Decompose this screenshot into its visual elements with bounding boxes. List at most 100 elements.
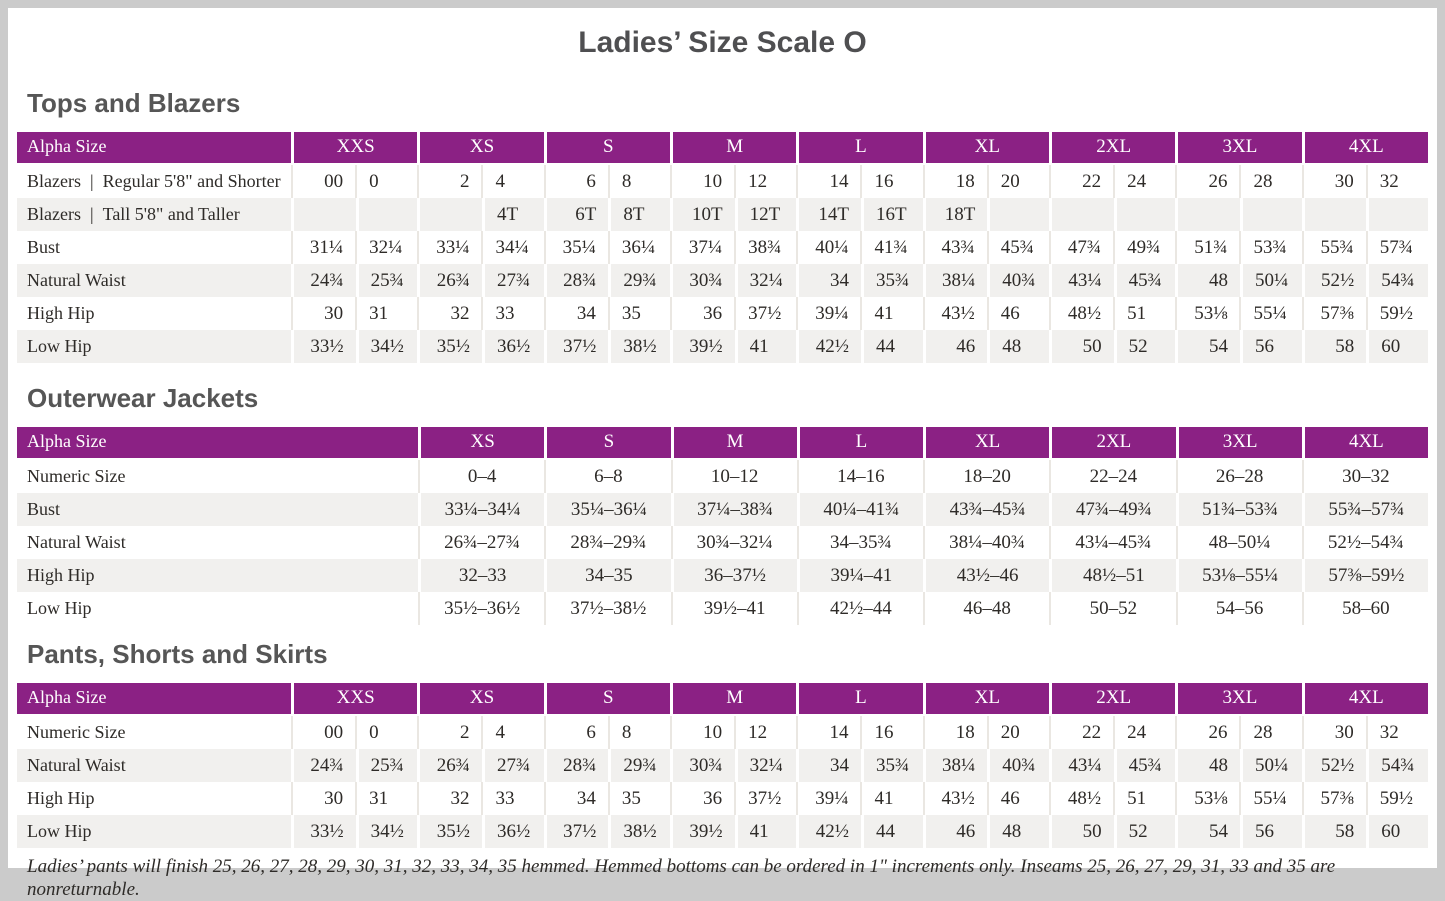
size-value: 40¾ (987, 264, 1049, 297)
alpha-size-header-cell: Alpha Size (17, 427, 418, 458)
size-value: 35 (607, 782, 670, 815)
size-cell-group: 47¾ 49¾ (1048, 231, 1175, 264)
size-cell-group: 00 0 (291, 716, 417, 749)
size-value: 48½–51 (1049, 559, 1176, 592)
size-cell-group: 30¾ 32¼ (669, 264, 797, 297)
size-cell-group: 37½ 38½ (543, 330, 670, 363)
size-table: Alpha Size XXS XS S M L XL 2XL 3XL 4XL Blazers | R… (17, 132, 1428, 363)
size-value: 10T (692, 204, 723, 225)
size-value (1113, 198, 1176, 231)
table-row: Natural Waist 26¾–27¾ 28¾–29¾ 30¾–32¼ 34–35¾… (17, 526, 1428, 559)
size-cell-group: 34 35¾ (796, 749, 923, 782)
size-table: Alpha Size XXS XS S M L XL 2XL 3XL 4XL Numeric Siz… (17, 683, 1428, 848)
size-header-cell: 3XL (1175, 132, 1302, 163)
size-value: 49¾ (1113, 231, 1175, 264)
size-value: 18 (955, 722, 975, 743)
tables-root: Tops and Blazers Alpha Size XXS XS S M L XL 2XL 3… (17, 86, 1428, 848)
size-value: 51¾–53¾ (1175, 493, 1302, 526)
size-value: 34–35 (544, 559, 671, 592)
size-value: 14T (818, 204, 849, 225)
size-cell-group (1301, 198, 1428, 231)
size-cell-group: 33½ 34½ (291, 815, 418, 848)
page: Ladies’ Size Scale O Tops and Blazers Alp… (8, 8, 1437, 900)
size-value: 6T (575, 204, 597, 225)
size-value: 29¾ (608, 264, 670, 297)
size-value: 30¾ (689, 270, 723, 291)
size-value: 59½ (1365, 297, 1428, 330)
row-label: Natural Waist (17, 749, 291, 782)
size-cell-group: 36 37½ (669, 782, 796, 815)
size-value: 30¾–32¼ (670, 526, 797, 559)
size-value: 56 (1239, 815, 1302, 848)
size-value: 33 (481, 297, 543, 330)
size-cell-group: 52½ 54¾ (1301, 264, 1428, 297)
size-cell-group: 53⅛ 55¼ (1175, 782, 1301, 815)
size-cell-group: 46 48 (922, 330, 1049, 363)
size-value: 38½ (608, 330, 670, 363)
size-value: 35¼ (562, 237, 596, 258)
size-header-cell: XL (922, 132, 1049, 163)
size-value: 28¾ (563, 270, 597, 291)
size-value: 46 (986, 297, 1049, 330)
table-row: High Hip 32–33 34–35 36–37½ 39¼–41 43½–46 48½–… (17, 559, 1428, 592)
size-value: 38¼–40¾ (923, 526, 1049, 559)
size-value: 47¾ (1067, 237, 1102, 258)
size-value: 60 (1366, 330, 1428, 363)
size-value: 32 (1365, 165, 1428, 198)
size-value: 28¾ (563, 755, 597, 776)
size-cell-group: 31¼ 32¼ (291, 231, 417, 264)
size-cell-group: 43¼ 45¾ (1048, 749, 1176, 782)
size-value: 32 (450, 788, 470, 809)
row-label: Blazers | Tall 5'8" and Taller (17, 198, 291, 231)
size-value: 46–48 (923, 592, 1049, 625)
size-value (987, 198, 1049, 231)
size-value: 36½ (481, 815, 544, 848)
size-header-cell: L (796, 683, 923, 714)
size-cell-group: 33¼ 34¼ (417, 231, 543, 264)
size-table: Alpha Size XS S M L XL 2XL 3XL 4XL Numeric Size 0–… (17, 427, 1428, 625)
size-value: 37¼ (688, 237, 723, 258)
size-cell-group: 18 20 (922, 165, 1049, 198)
size-value (1052, 198, 1114, 231)
size-value: 59½ (1365, 782, 1428, 815)
size-header-cell: 2XL (1048, 683, 1176, 714)
size-cell-group: 43½ 46 (922, 297, 1049, 330)
size-cell-group: 57⅜ 59½ (1301, 297, 1428, 330)
size-value: 44 (860, 330, 923, 363)
size-header-cell: 4XL (1301, 427, 1428, 458)
size-header-cell: S (543, 132, 670, 163)
size-value: 0–4 (418, 460, 544, 493)
size-value: 46 (956, 336, 976, 357)
size-cell-group: 34 35 (543, 782, 670, 815)
row-label: Natural Waist (27, 532, 126, 552)
row-label: Bust (27, 237, 61, 257)
size-value: 12 (734, 716, 796, 749)
size-cell-group: 54 56 (1175, 815, 1302, 848)
size-value: 4T (481, 198, 544, 231)
size-value: 54 (1208, 336, 1228, 357)
page-title: Ladies’ Size Scale O (578, 26, 867, 59)
size-value: 53⅛ (1194, 303, 1228, 324)
size-value: 34½ (355, 330, 418, 363)
size-value: 39¼–41 (796, 559, 923, 592)
size-value: 14 (829, 722, 849, 743)
size-cell-group: 14 16 (796, 165, 922, 198)
size-value: 31 (355, 297, 417, 330)
size-value: 28 (1239, 165, 1301, 198)
size-cell-group: 10T 12T (669, 198, 797, 231)
size-value: 16 (860, 165, 922, 198)
size-value: 48 (1208, 755, 1228, 776)
size-header-cell: M (669, 683, 797, 714)
size-value: 2 (459, 171, 470, 192)
size-value: 44 (860, 815, 923, 848)
size-value: 28¾–29¾ (544, 526, 670, 559)
size-value: 35½ (436, 336, 470, 357)
size-value: 32¼ (355, 231, 417, 264)
size-header-cell: L (796, 132, 923, 163)
size-value: 26¾ (436, 755, 470, 776)
size-value: 43¼ (1068, 270, 1102, 291)
row-label: Low Hip (17, 330, 291, 363)
size-value: 33½ (310, 336, 344, 357)
size-value: 45¾ (1113, 264, 1176, 297)
